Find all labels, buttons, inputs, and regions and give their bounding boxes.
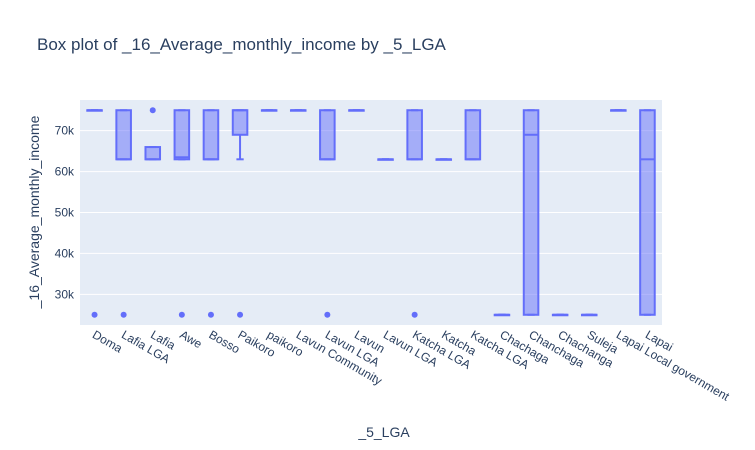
y-axis-title: _16_Average_monthly_income — [26, 115, 42, 309]
box-group — [464, 109, 482, 161]
box-group — [260, 109, 278, 112]
y-tick-label: 30k — [55, 287, 75, 301]
box-series — [86, 107, 656, 318]
outlier-point[interactable] — [237, 311, 244, 318]
outlier-point[interactable] — [91, 311, 98, 318]
box-group — [348, 109, 365, 112]
box-group — [377, 158, 394, 161]
box-group — [522, 109, 540, 316]
y-tick-label: 50k — [55, 206, 75, 220]
box[interactable] — [231, 109, 249, 136]
box-group — [144, 107, 162, 161]
box[interactable] — [406, 109, 423, 161]
outlier-point[interactable] — [411, 311, 418, 318]
box[interactable] — [202, 109, 220, 161]
box[interactable] — [522, 109, 540, 316]
box[interactable] — [115, 109, 132, 161]
box-group — [86, 109, 103, 318]
box-group — [115, 109, 132, 318]
y-axis-ticks: 30k 40k 50k 60k 70k — [55, 124, 75, 302]
outlier-point[interactable] — [120, 311, 127, 318]
outlier-point[interactable] — [149, 107, 156, 114]
box-group — [319, 109, 336, 318]
box[interactable] — [464, 109, 482, 161]
outlier-point[interactable] — [178, 311, 185, 318]
x-axis-title: _5_LGA — [357, 424, 410, 440]
box-group — [202, 109, 220, 318]
chart-title: Box plot of _16_Average_monthly_income b… — [37, 35, 447, 54]
box-group — [639, 109, 656, 316]
box[interactable] — [144, 146, 162, 161]
box[interactable] — [639, 109, 656, 316]
box[interactable] — [319, 109, 336, 161]
box-group — [173, 109, 191, 318]
y-tick-label: 60k — [55, 165, 75, 179]
box-group — [580, 313, 598, 317]
outlier-point[interactable] — [324, 311, 331, 318]
box-group — [610, 109, 627, 112]
box-group — [435, 158, 453, 161]
box-group — [289, 109, 307, 112]
y-tick-label: 70k — [55, 124, 75, 138]
box[interactable] — [173, 109, 191, 161]
box-group — [551, 313, 569, 317]
y-tick-label: 40k — [55, 246, 75, 260]
box-group — [231, 109, 249, 318]
box-group — [406, 109, 423, 318]
box-group — [493, 313, 511, 317]
outlier-point[interactable] — [207, 311, 214, 318]
